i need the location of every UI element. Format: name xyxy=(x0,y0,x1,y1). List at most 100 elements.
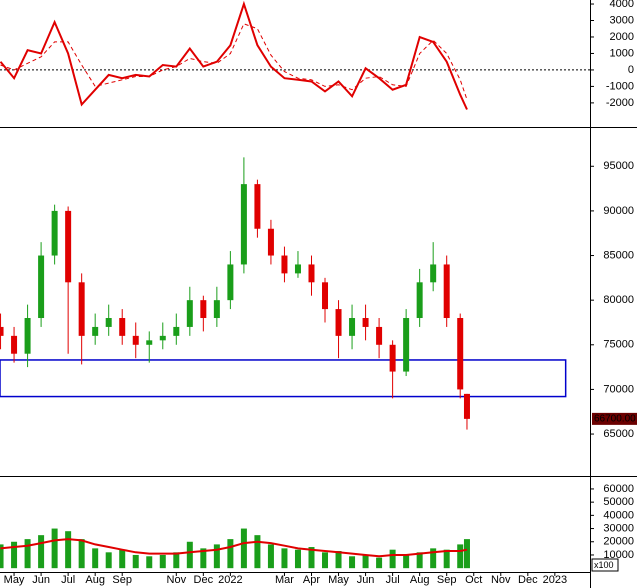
volume-bar xyxy=(213,544,220,569)
volume-bar xyxy=(308,547,315,569)
x-tick-label: Nov xyxy=(167,574,187,586)
x-tick-label: Sep xyxy=(112,574,132,586)
y-tick-label: 80000 xyxy=(603,294,634,306)
unit-label: x100 xyxy=(594,560,614,570)
volume-bar xyxy=(362,554,369,569)
y-tick-label: 40000 xyxy=(603,509,634,521)
volume-bar xyxy=(92,548,99,569)
candle-body xyxy=(51,210,58,256)
volume-bar xyxy=(389,549,396,569)
x-tick-label: 2022 xyxy=(218,574,242,586)
series-line xyxy=(0,23,468,100)
volume-bar xyxy=(430,548,437,569)
last-price-label: 66700.00 xyxy=(594,414,636,425)
candle-body xyxy=(267,228,274,256)
last-price-box xyxy=(592,412,637,425)
series-line xyxy=(0,538,468,558)
candle-body xyxy=(362,318,369,327)
candle-body xyxy=(457,318,464,390)
candle-body xyxy=(132,335,139,345)
volume-bar xyxy=(11,541,18,569)
volume-bar xyxy=(227,539,234,569)
x-tick-label: May xyxy=(328,574,349,586)
x-tick-label: Dec xyxy=(518,574,538,586)
x-tick-label: Nov xyxy=(491,574,511,586)
volume-bar xyxy=(173,552,180,569)
candle-body xyxy=(159,335,166,341)
candle-body xyxy=(443,264,450,319)
volume-bar xyxy=(200,548,207,569)
candle-body xyxy=(38,255,45,319)
x-tick-label: 2023 xyxy=(543,574,567,586)
y-tick-label: 2000 xyxy=(610,31,634,43)
volume-bar xyxy=(376,557,383,569)
volume-bar xyxy=(457,544,464,569)
y-tick-label: 20000 xyxy=(603,536,634,548)
y-tick-label: 1000 xyxy=(610,47,634,59)
y-tick-label: 50000 xyxy=(603,496,634,508)
volume-bar xyxy=(294,549,301,569)
candle-body xyxy=(430,264,437,283)
candle-body xyxy=(92,326,99,336)
candle-body xyxy=(78,282,85,336)
candle-body xyxy=(281,255,288,274)
x-tick-label: Mar xyxy=(275,574,294,586)
candle-body xyxy=(65,210,72,283)
candle-body xyxy=(146,340,153,345)
candle-body xyxy=(376,326,383,345)
candle-body xyxy=(308,264,315,283)
candle-body xyxy=(105,318,112,327)
candle-body xyxy=(227,264,234,301)
volume-bar xyxy=(281,548,288,569)
x-tick-label: Oct xyxy=(465,574,482,586)
candle-body xyxy=(322,282,329,310)
volume-bar xyxy=(240,528,247,569)
volume-bar xyxy=(335,551,342,569)
candle-body xyxy=(403,318,410,372)
y-tick-label: 70000 xyxy=(603,383,634,395)
candle-body xyxy=(186,300,193,327)
volume-bar xyxy=(322,552,329,569)
volume-bar xyxy=(51,528,58,569)
candle-body xyxy=(294,264,301,274)
volume-bar xyxy=(65,531,72,569)
volume-bar xyxy=(349,556,356,569)
volume-bar xyxy=(78,539,85,569)
series-line xyxy=(0,0,468,110)
y-tick-label: -1000 xyxy=(606,80,634,92)
y-tick-label: 0 xyxy=(628,64,634,76)
candle-body xyxy=(254,184,261,229)
y-tick-label: 65000 xyxy=(603,428,634,440)
y-tick-label: 30000 xyxy=(603,522,634,534)
volume-bar xyxy=(24,539,31,569)
candle-body xyxy=(349,318,356,336)
y-tick-label: 85000 xyxy=(603,249,634,261)
volume-bar xyxy=(463,539,470,569)
volume-bar xyxy=(38,535,45,569)
y-tick-label: -2000 xyxy=(606,97,634,109)
volume-bar xyxy=(0,544,4,569)
x-tick-label: Jul xyxy=(61,574,75,586)
volume-bar xyxy=(119,549,126,569)
candle-body xyxy=(389,344,396,372)
candle-body xyxy=(200,300,207,319)
volume-bar xyxy=(105,552,112,569)
candle-body xyxy=(119,318,126,336)
candle-body xyxy=(463,393,470,419)
y-tick-label: 10000 xyxy=(603,549,634,561)
volume-bar xyxy=(403,554,410,569)
unit-box xyxy=(591,558,619,572)
candle-body xyxy=(240,184,247,265)
y-tick-label: 3000 xyxy=(610,14,634,26)
y-tick-label: 75000 xyxy=(603,339,634,351)
x-tick-label: Jun xyxy=(32,574,50,586)
x-tick-label: May xyxy=(4,574,25,586)
candle-body xyxy=(11,335,18,354)
y-tick-label: 4000 xyxy=(610,0,634,10)
x-tick-label: Sep xyxy=(437,574,457,586)
x-tick-label: Apr xyxy=(303,574,320,586)
x-tick-label: Aug xyxy=(85,574,105,586)
y-tick-label: 90000 xyxy=(603,205,634,217)
